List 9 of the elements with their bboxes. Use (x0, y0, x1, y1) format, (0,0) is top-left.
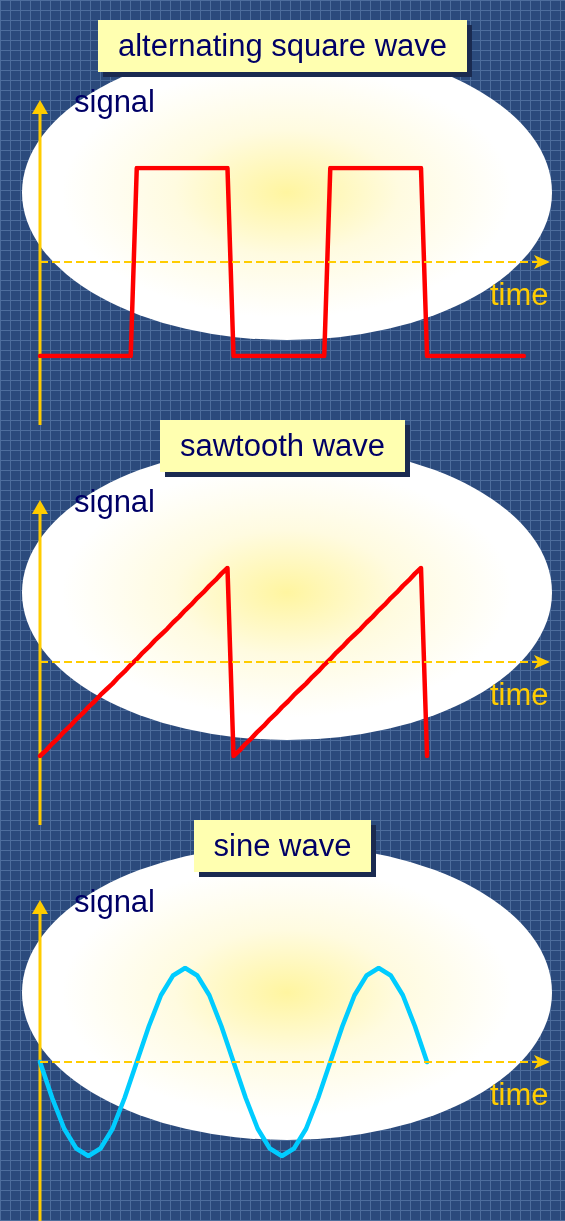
x-axis-title: time (490, 677, 549, 713)
x-axis-title: time (490, 1077, 549, 1113)
x-axis-title: time (490, 277, 549, 313)
y-axis-title: signal (74, 884, 155, 920)
chart-title: alternating square wave (97, 20, 468, 72)
chart-title: sawtooth wave (159, 420, 406, 472)
chart-title: sine wave (193, 820, 372, 872)
y-axis-title: signal (74, 84, 155, 120)
y-axis-title: signal (74, 484, 155, 520)
